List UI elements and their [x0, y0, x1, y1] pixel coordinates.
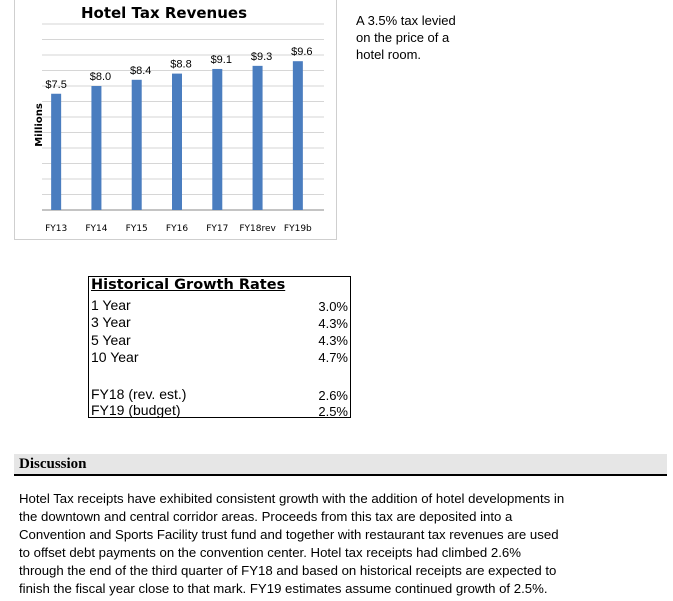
growth-row-label: FY19 (budget): [91, 402, 181, 418]
bar-fy15: [131, 79, 142, 210]
hotel-tax-bar-chart: $7.5 FY13 $8.0 FY14 $8.4 FY15 $8.8 FY16 $9.1 FY17…: [34, 23, 324, 234]
growth-row-label: 5 Year: [91, 332, 131, 348]
bar-fy17: [212, 68, 223, 210]
growth-row-value: 4.7%: [318, 350, 348, 365]
discussion-line: Hotel Tax receipts have exhibited consis…: [19, 491, 565, 506]
x-tick-label: FY19b: [284, 224, 312, 234]
growth-table-title: Historical Growth Rates: [91, 277, 286, 293]
y-axis-label: Millions: [34, 103, 45, 147]
tax-note-line-2: on the price of a: [356, 30, 450, 45]
x-tick-label: FY13: [45, 224, 67, 234]
x-tick-label: FY16: [166, 224, 188, 234]
discussion-body: Hotel Tax receipts have exhibited consis…: [19, 490, 609, 598]
data-label: $7.5: [45, 79, 66, 91]
growth-row-value: 4.3%: [318, 316, 348, 331]
historical-growth-table: Historical Growth Rates 1 Year 3.0% 3 Ye…: [88, 276, 351, 419]
growth-row-value: 3.0%: [318, 299, 348, 314]
x-tick-label: FY18rev: [239, 224, 276, 234]
bar-fy13: [51, 93, 62, 210]
tax-note-line-1: A 3.5% tax levied: [356, 13, 456, 28]
growth-row-label: 1 Year: [91, 297, 131, 313]
discussion-line: through the end of the third quarter of …: [19, 563, 557, 578]
growth-row-value: 2.5%: [318, 404, 348, 419]
tax-note-line-3: hotel room.: [356, 47, 422, 62]
data-label: $9.3: [251, 51, 272, 63]
chart-title: Hotel Tax Revenues: [80, 4, 248, 22]
bar-fy14: [91, 86, 102, 210]
discussion-header: Discussion: [14, 454, 667, 476]
data-label: $8.4: [130, 65, 151, 77]
growth-row-value: 4.3%: [318, 333, 348, 348]
discussion-line: Convention and Sports Facility trust fun…: [19, 527, 559, 542]
data-label: $8.0: [90, 71, 111, 83]
discussion-line: the downtown and central corridor areas.…: [19, 509, 513, 524]
growth-row-label: 10 Year: [91, 349, 139, 365]
bar-fy16: [172, 73, 182, 210]
x-tick-label: FY15: [126, 224, 148, 234]
tax-note: A 3.5% tax levied on the price of a hote…: [356, 12, 486, 63]
data-label: $9.1: [211, 54, 232, 66]
growth-row-label: FY18 (rev. est.): [91, 386, 187, 402]
growth-row-value: 2.6%: [318, 388, 348, 403]
bar-fy18rev: [252, 65, 263, 210]
data-label: $9.6: [291, 46, 312, 58]
discussion-line: finish the fiscal year close to that mar…: [19, 581, 548, 596]
discussion-title: Discussion: [19, 456, 87, 472]
bar-fy19b: [292, 61, 303, 211]
data-label: $8.8: [170, 59, 191, 71]
growth-row-label: 3 Year: [91, 314, 131, 330]
discussion-line: to offset debt payments on the conventio…: [19, 545, 521, 560]
x-tick-label: FY14: [85, 224, 107, 234]
x-tick-label: FY17: [206, 224, 228, 234]
chart-frame: [14, 0, 337, 240]
